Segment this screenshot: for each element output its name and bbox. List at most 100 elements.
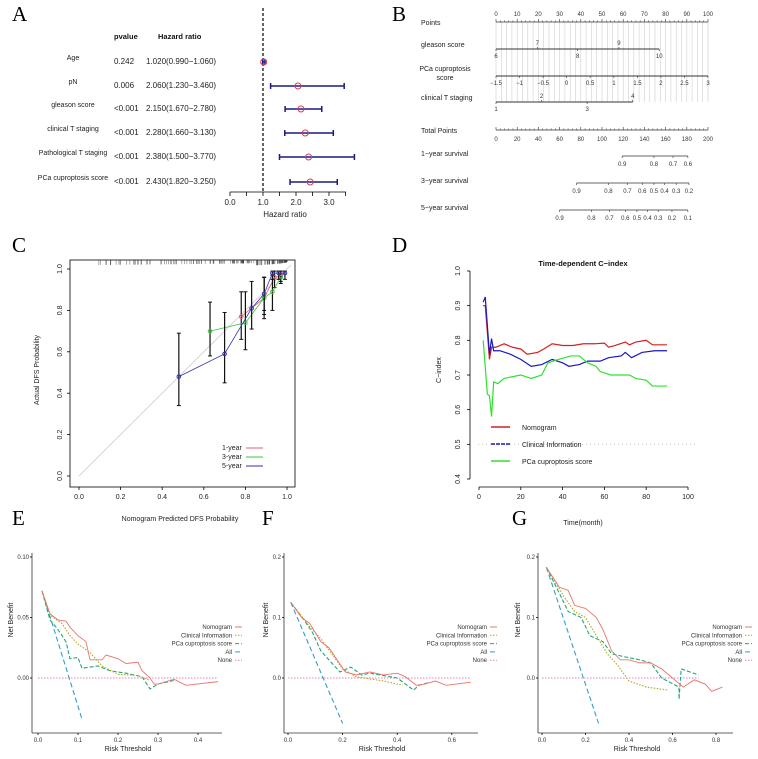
calibration-point <box>207 328 213 334</box>
variable-tick-label: 6 <box>494 54 498 60</box>
survival-tick-label: 0.7 <box>605 216 614 222</box>
survival-tick-label: 0.2 <box>668 216 677 222</box>
x-tick-label: 0.2 <box>114 738 123 744</box>
row-hazard-ratio: 1.020(0.990−1.060) <box>146 57 216 66</box>
x-tick-label: 0.0 <box>74 494 84 501</box>
variable-tick-label: 3 <box>585 107 589 113</box>
x-tick-label: 2.0 <box>290 198 302 207</box>
survival-tick-label: 0.3 <box>672 189 681 195</box>
y-axis-label: C−index <box>436 357 443 383</box>
y-tick-label: 0.0 <box>57 471 64 481</box>
points-tick-label: 40 <box>577 12 584 18</box>
legend-label: None <box>728 658 743 664</box>
plot-frame <box>69 259 296 488</box>
survival-label: 5−year survival <box>421 205 469 212</box>
panel-label: C <box>12 233 26 257</box>
cindex-line <box>483 305 668 360</box>
variable-tick-label: 3 <box>706 81 710 87</box>
legend-label: Clinical Information <box>181 633 232 639</box>
y-tick-label: 0.05 <box>17 616 29 622</box>
x-axis-label: Hazard ratio <box>263 210 307 219</box>
net-benefit-line <box>545 567 600 724</box>
variable-tick-label: 4 <box>631 94 635 100</box>
calibration-point <box>282 270 288 276</box>
variable-tick-label: 1 <box>612 81 616 87</box>
y-tick-label: 0.2 <box>57 430 64 440</box>
legend-label: Nomogram <box>202 625 232 631</box>
variable-tick-label: −1.5 <box>490 81 503 87</box>
legend-label: Nomogram <box>522 425 557 432</box>
row-label: gleason score <box>51 102 95 109</box>
y-tick-label: 0.1 <box>527 616 536 622</box>
variable-label: score <box>436 75 453 82</box>
x-tick-label: 1.0 <box>282 494 292 501</box>
hr-point <box>305 153 313 161</box>
legend-label: All <box>735 650 742 656</box>
row-pvalue: 0.006 <box>114 81 135 90</box>
y-tick-label: 0.00 <box>17 676 29 682</box>
survival-tick-label: 0.7 <box>623 189 632 195</box>
variable-tick-label: 2.5 <box>680 81 689 87</box>
legend-label: Clinical Information <box>522 442 582 449</box>
survival-tick-label: 0.9 <box>618 162 627 168</box>
total-points-tick-label: 120 <box>618 137 629 143</box>
legend-label: 3-year <box>222 454 243 461</box>
net-benefit-line <box>545 567 723 692</box>
calibration-point <box>243 320 248 326</box>
y-tick-label: 0.4 <box>455 474 462 484</box>
survival-tick-label: 0.9 <box>572 189 581 195</box>
total-points-tick-label: 100 <box>597 137 608 143</box>
x-tick-label: 0.2 <box>338 738 347 744</box>
hr-point <box>294 82 302 90</box>
y-tick-label: 0.8 <box>57 305 64 315</box>
x-axis-label: Risk Threshold <box>614 746 661 753</box>
x-tick-label: 0.0 <box>34 738 43 744</box>
variable-tick-label: 7 <box>536 41 540 47</box>
hr-point <box>306 178 314 186</box>
legend-label: None <box>473 658 488 664</box>
calibration-point <box>176 374 182 379</box>
calibration-point <box>222 351 227 357</box>
survival-tick-label: 0.4 <box>643 216 652 222</box>
variable-tick-label: −1 <box>516 81 524 87</box>
total-points-tick-label: 140 <box>639 137 650 143</box>
total-points-tick-label: 160 <box>661 137 672 143</box>
survival-tick-label: 0.6 <box>684 162 693 168</box>
x-tick-label: 0.2 <box>581 738 590 744</box>
net-benefit-line <box>290 602 344 724</box>
hr-point <box>301 129 309 137</box>
survival-tick-label: 0.9 <box>555 216 564 222</box>
net-benefit-line <box>41 590 83 720</box>
x-tick-label: 0.4 <box>393 738 402 744</box>
panel-label: A <box>12 2 28 26</box>
legend-label: 5-year <box>222 463 243 470</box>
x-tick-label: 0.4 <box>625 738 634 744</box>
points-tick-label: 90 <box>683 12 690 18</box>
x-tick-label: 20 <box>517 494 525 501</box>
x-tick-label: 0.2 <box>116 494 126 501</box>
legend-label: All <box>225 650 232 656</box>
header-hazard-ratio: Hazard ratio <box>158 32 202 41</box>
x-axis-label: Nomogram Predicted DFS Probability <box>122 516 239 523</box>
x-axis-label: Time(month) <box>563 520 602 527</box>
x-tick-label: 0.3 <box>154 738 163 744</box>
row-label: clinical T staging <box>47 126 99 133</box>
row-pvalue: <0.001 <box>114 177 139 186</box>
points-tick-label: 70 <box>641 12 648 18</box>
x-tick-label: 0.6 <box>668 738 677 744</box>
row-label-total-points: Total Points <box>421 128 458 135</box>
y-tick-label: 0.8 <box>455 335 462 345</box>
calibration-line <box>178 272 285 377</box>
y-axis-label: Net Benefit <box>8 603 15 638</box>
y-axis-label: Net Benefit <box>515 603 522 638</box>
x-axis-label: Risk Threshold <box>359 746 406 753</box>
total-points-tick-label: 80 <box>577 137 584 143</box>
survival-tick-label: 0.8 <box>587 216 596 222</box>
x-tick-label: 1.0 <box>257 198 269 207</box>
y-tick-label: 0.2 <box>273 555 282 561</box>
x-tick-label: 0.0 <box>224 198 236 207</box>
row-hazard-ratio: 2.060(1.230−3.460) <box>146 81 216 90</box>
legend-label: PCa cuproptosis score <box>172 642 233 648</box>
net-benefit-line <box>290 602 403 686</box>
